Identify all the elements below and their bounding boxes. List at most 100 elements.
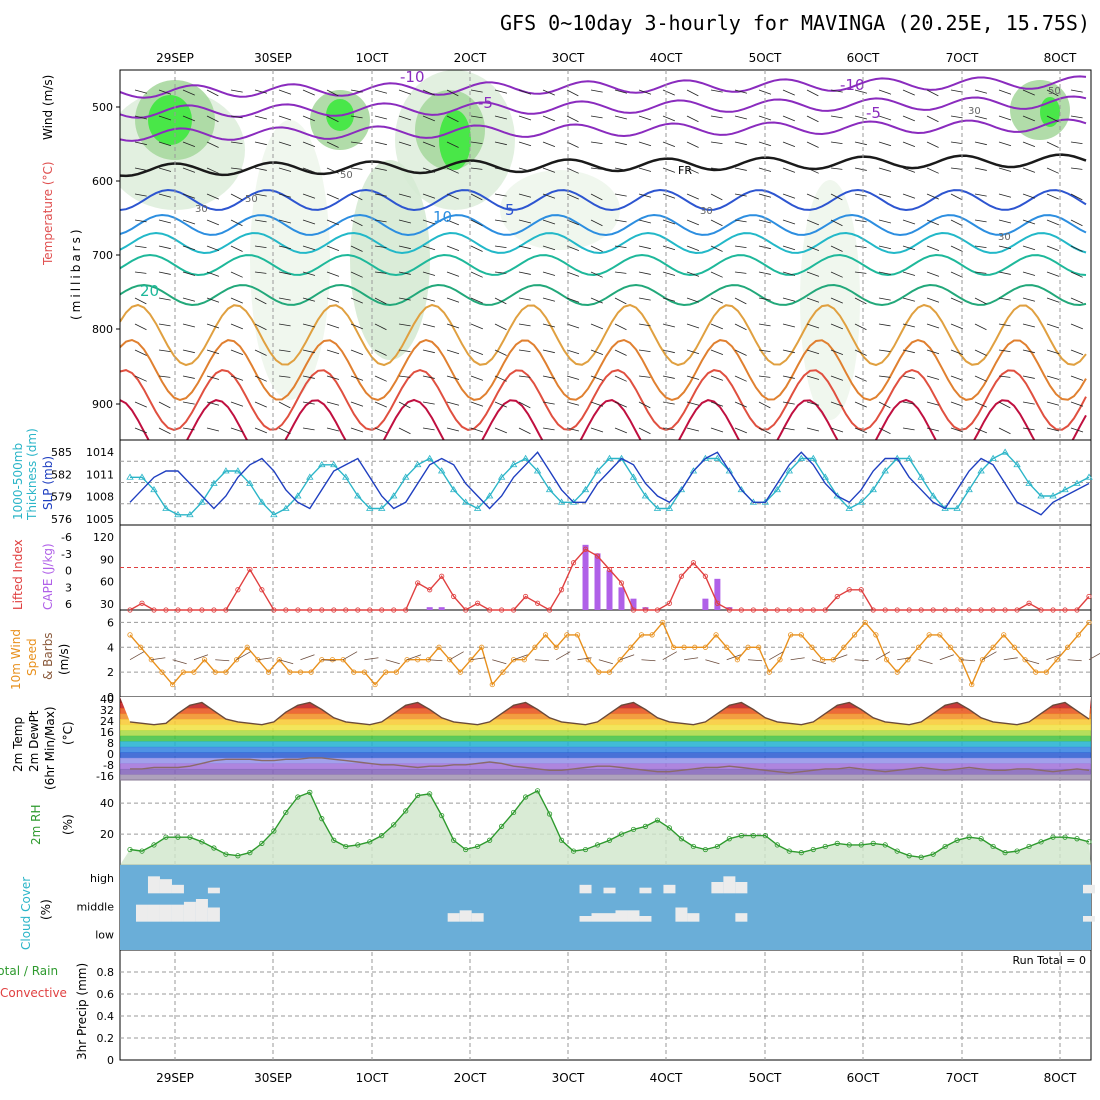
thickness-point <box>869 485 877 493</box>
wind-barb <box>950 115 963 119</box>
wind-speed-point <box>212 669 218 675</box>
wind-speed-point <box>713 632 719 638</box>
bottom-day-label: 30SEP <box>254 1071 292 1085</box>
wind-speed-line <box>129 621 1090 687</box>
temp-color-band <box>120 768 1091 775</box>
thickness-point <box>246 479 254 486</box>
thickness-point <box>641 492 650 499</box>
thickness-line <box>130 451 1090 516</box>
wind-barb <box>398 401 411 409</box>
lifted-index-point <box>307 607 313 613</box>
wind-barb <box>542 297 556 302</box>
lifted-index-point <box>606 566 613 573</box>
rh2m-point <box>510 809 517 816</box>
rh2m-point <box>355 842 361 848</box>
wind-barb <box>566 349 580 355</box>
wind-barb <box>230 167 243 170</box>
rh2m-point <box>499 823 505 829</box>
wind-barb <box>374 271 387 274</box>
pressure-tick: 800 <box>92 323 113 336</box>
rh2m-point <box>930 851 936 857</box>
wind-barb <box>950 349 964 356</box>
wind-barb <box>374 427 388 434</box>
temperature-contour <box>120 303 1087 367</box>
wind-barb <box>350 245 363 252</box>
wind-barb <box>134 323 147 331</box>
wind-barb <box>1070 245 1083 252</box>
temp-tick: 24 <box>100 715 114 728</box>
surface-wind-barb <box>257 657 272 661</box>
wind-speed-point <box>894 669 900 675</box>
wind-barb <box>494 323 507 331</box>
surface-wind-barb <box>705 659 720 665</box>
cloud-cell <box>735 913 748 922</box>
wind-barb <box>566 245 580 252</box>
surface-wind-barb <box>684 657 699 661</box>
wind-barb <box>998 427 1011 435</box>
rh2m-point <box>1026 843 1032 850</box>
wind-barb <box>830 115 843 119</box>
wind-barb <box>134 349 147 356</box>
lifted-index-point <box>882 607 888 613</box>
wind-speed-point <box>532 644 538 650</box>
wind-barb <box>302 141 316 148</box>
wind-barb <box>446 401 460 406</box>
rh-shading <box>250 120 330 400</box>
wind-barb <box>854 167 867 171</box>
rh2m-point <box>199 839 205 845</box>
lifted-index-point <box>175 607 181 613</box>
lifted-index-point <box>1002 607 1008 613</box>
lifted-index-point <box>403 607 409 613</box>
rh2m-point <box>367 839 373 845</box>
rh2m-point <box>570 848 577 854</box>
wind-barb <box>350 89 363 93</box>
wind-barb <box>734 193 747 197</box>
lifted-index-point <box>451 593 457 600</box>
wind-barb <box>134 193 147 197</box>
wind-barb <box>1046 219 1060 226</box>
wind-barb <box>398 427 411 435</box>
rh2m-point <box>738 833 744 839</box>
wind-speed-point <box>851 632 858 638</box>
wind-barb <box>494 89 508 94</box>
rh-tick: 40 <box>100 797 114 810</box>
wind-barb <box>590 323 604 330</box>
wind-barb <box>206 323 220 329</box>
thickness-point <box>953 504 961 511</box>
wind-barb <box>566 427 580 432</box>
rh-tick: 20 <box>100 828 114 841</box>
wind-barb <box>566 167 579 174</box>
temperature-contour <box>120 231 1087 255</box>
wind-speed-point <box>383 669 389 675</box>
wind-barb <box>350 297 363 304</box>
wind-barb <box>422 219 436 225</box>
dewpoint-line <box>130 757 1090 774</box>
wind10-labels: 10m Wind Speed & Barbs (m/s) <box>9 629 71 690</box>
wind-barb <box>854 193 867 197</box>
wind-speed-point <box>947 644 954 650</box>
wind-barb <box>710 89 723 93</box>
wind-barb <box>542 141 556 148</box>
surface-wind-barb <box>449 651 464 661</box>
wind-barb <box>830 271 843 278</box>
cloud-cell <box>147 876 160 894</box>
wind-barb <box>422 375 435 379</box>
thickness-point <box>485 492 494 499</box>
wind-barb <box>446 219 460 226</box>
wind-barb <box>1022 375 1035 379</box>
lifted-index-point <box>822 607 828 613</box>
wind-barb <box>542 427 555 431</box>
surface-wind-barb <box>385 659 400 665</box>
wind-speed-point <box>638 632 645 638</box>
rh2m-point <box>1062 834 1068 840</box>
wind-barb <box>902 193 916 199</box>
wind-barb <box>830 427 844 433</box>
wind-barb <box>902 245 916 251</box>
wind-barb <box>374 245 387 249</box>
bottom-day-label: 8OCT <box>1044 1071 1077 1085</box>
lifted-index-point <box>666 600 673 606</box>
wind-barb <box>518 141 532 147</box>
wind-barb <box>1022 219 1036 225</box>
wind-barb <box>446 89 459 97</box>
cape-bar <box>582 544 589 610</box>
